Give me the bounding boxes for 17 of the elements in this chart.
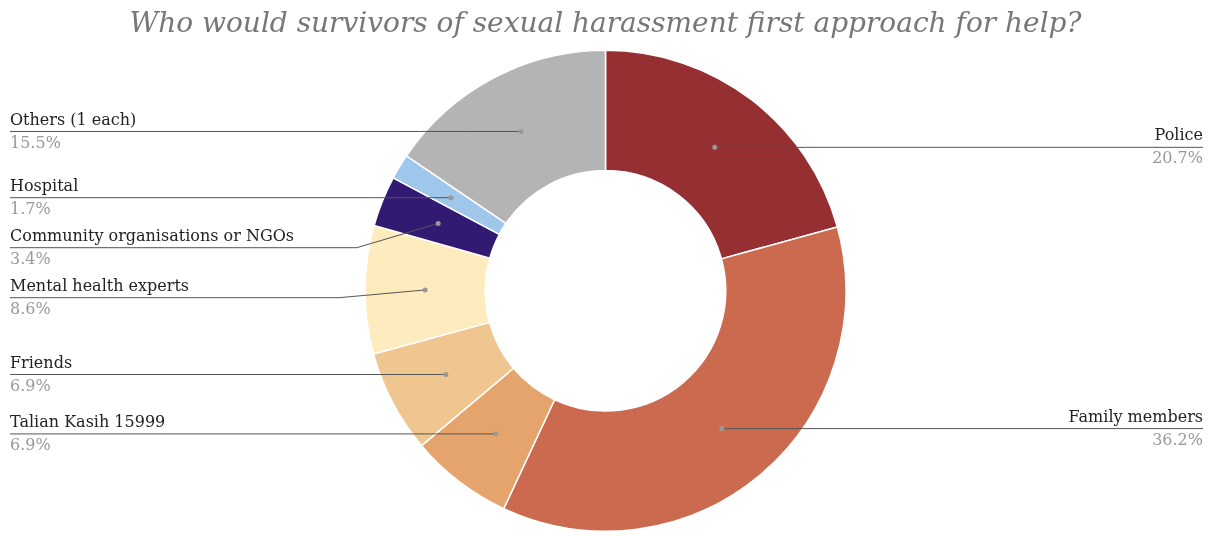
slice-label: Friends bbox=[10, 352, 73, 372]
slice-label: Others (1 each) bbox=[10, 109, 137, 129]
slice-label: Police bbox=[1154, 125, 1203, 145]
chart-title: Who would survivors of sexual harassment first approach for help? bbox=[129, 6, 1083, 40]
slice-label: Hospital bbox=[10, 175, 79, 195]
data-label: 8.6% bbox=[10, 298, 51, 318]
slice-label: Talian Kasih 15999 bbox=[10, 412, 166, 432]
data-label: 20.7% bbox=[1152, 148, 1203, 168]
data-label: 36.2% bbox=[1152, 429, 1203, 449]
data-label: 15.5% bbox=[10, 132, 61, 152]
data-label: 3.4% bbox=[10, 248, 51, 268]
slice-label: Community organisations or NGOs bbox=[10, 225, 294, 245]
slice-label: Mental health experts bbox=[10, 275, 190, 295]
slice-label: Family members bbox=[1068, 406, 1203, 426]
data-label: 6.9% bbox=[10, 435, 51, 455]
data-label: 6.9% bbox=[10, 375, 51, 395]
data-label: 1.7% bbox=[10, 198, 51, 218]
